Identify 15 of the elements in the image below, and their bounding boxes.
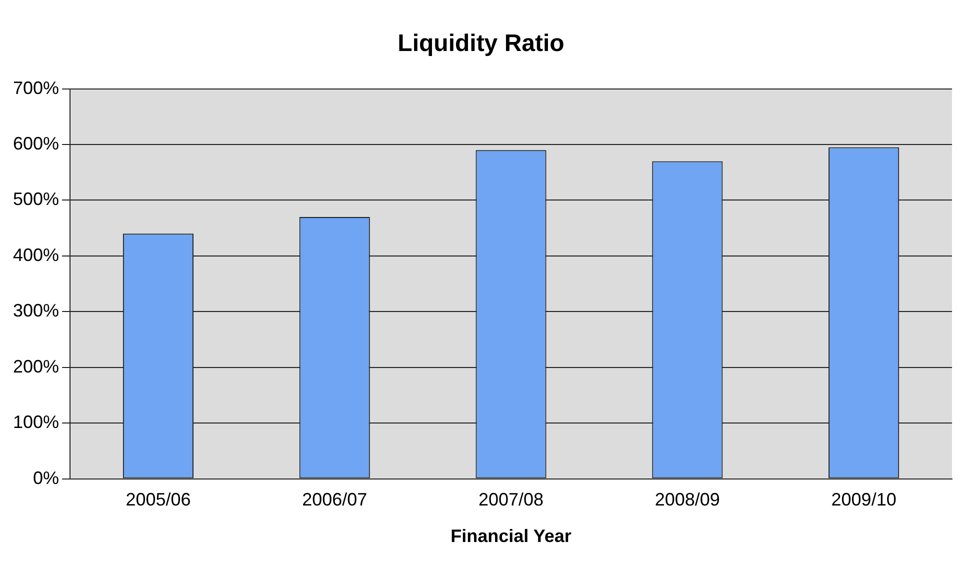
y-tick-label: 100% [12, 412, 60, 432]
y-tick-label: 0% [33, 468, 60, 488]
x-tick-label: 2008/09 [654, 490, 720, 510]
chart-title: Liquidity Ratio [398, 30, 564, 58]
x-axis-title: Financial Year [450, 526, 572, 546]
x-tick-label: 2007/08 [478, 490, 544, 510]
x-tick-label: 2005/06 [126, 490, 191, 510]
y-tick-label: 400% [12, 244, 60, 265]
x-tick-label: 2009/10 [831, 490, 896, 510]
y-tick-label: 500% [12, 189, 60, 210]
y-tick-label: 600% [12, 133, 60, 154]
y-tick-label: 700% [12, 78, 60, 98]
y-tick-label: 300% [12, 300, 60, 321]
y-tick-label: 200% [12, 356, 60, 376]
x-tick-label: 2006/07 [302, 490, 368, 510]
